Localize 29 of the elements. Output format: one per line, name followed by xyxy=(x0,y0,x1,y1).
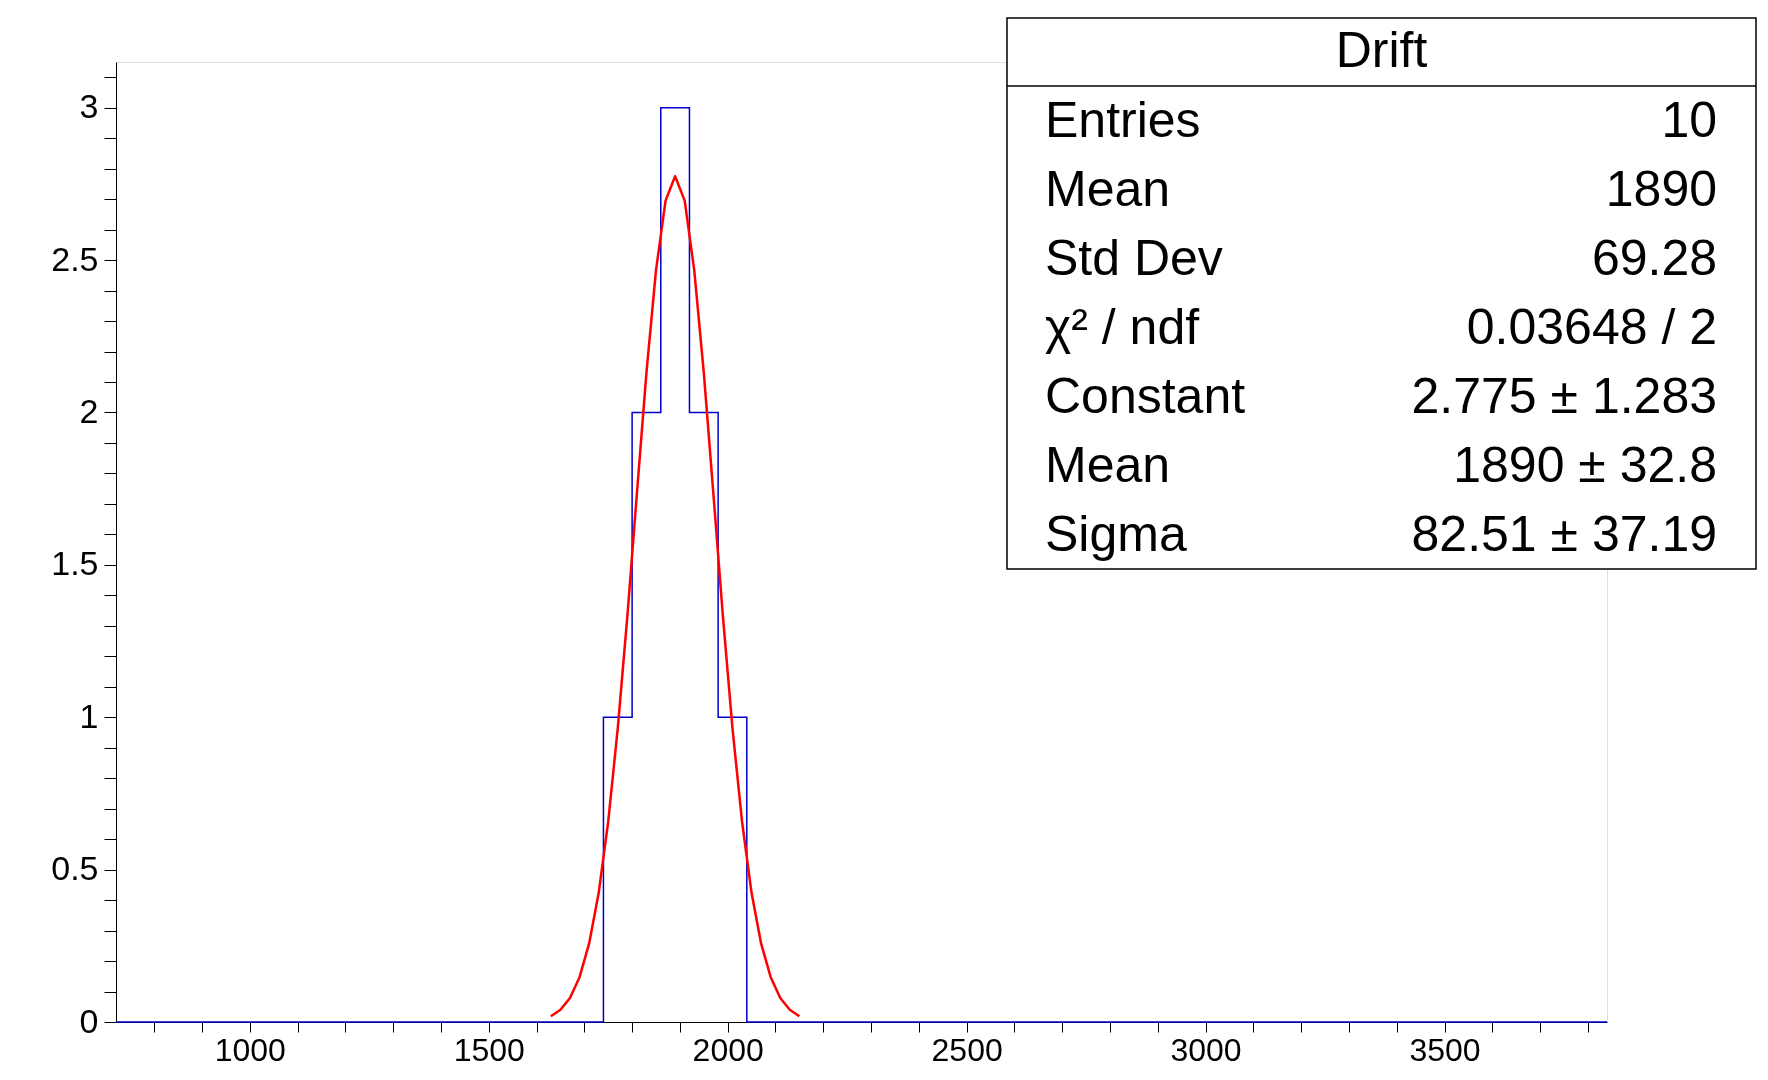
x-tick-label: 2500 xyxy=(931,1031,1003,1068)
annotation: 1890 xyxy=(1605,161,1717,217)
text: 10 xyxy=(1661,92,1717,148)
x-tick-label: 2000 xyxy=(692,1031,764,1068)
annotation: 2.775 ± 1.283 xyxy=(1411,368,1717,424)
annotation: Mean xyxy=(1045,437,1171,493)
y-tick-label: 0 xyxy=(79,1001,99,1040)
annotation: 0.03648 / 2 xyxy=(1466,299,1717,355)
annotation: Mean xyxy=(1045,161,1171,217)
y-tick-label: 3 xyxy=(79,87,99,126)
annotation: Sigma xyxy=(1045,506,1187,562)
annotation: 82.51 ± 37.19 xyxy=(1411,506,1717,562)
y-tick-label: 2 xyxy=(79,391,99,430)
annotation: Entries xyxy=(1045,92,1201,148)
line-series xyxy=(549,175,801,1018)
y-tick-label: 0.5 xyxy=(51,849,99,888)
y-tick-label: 1 xyxy=(79,696,99,735)
annotation: χ² / ndf xyxy=(1045,299,1200,355)
chart-title: Drift xyxy=(1335,22,1428,78)
annotation: Constant xyxy=(1045,368,1246,424)
x-tick-label: 3000 xyxy=(1170,1031,1242,1068)
y-tick-label: 2.5 xyxy=(51,239,99,278)
y-tick-label: 1.5 xyxy=(51,544,99,583)
x-tick-label: 1000 xyxy=(214,1031,286,1068)
annotation: 1890 ± 32.8 xyxy=(1453,437,1717,493)
x-tick-label: 3500 xyxy=(1409,1031,1481,1068)
x-tick-label: 1500 xyxy=(453,1031,525,1068)
annotation: 69.28 xyxy=(1591,230,1717,286)
annotation: Std Dev xyxy=(1045,230,1223,286)
